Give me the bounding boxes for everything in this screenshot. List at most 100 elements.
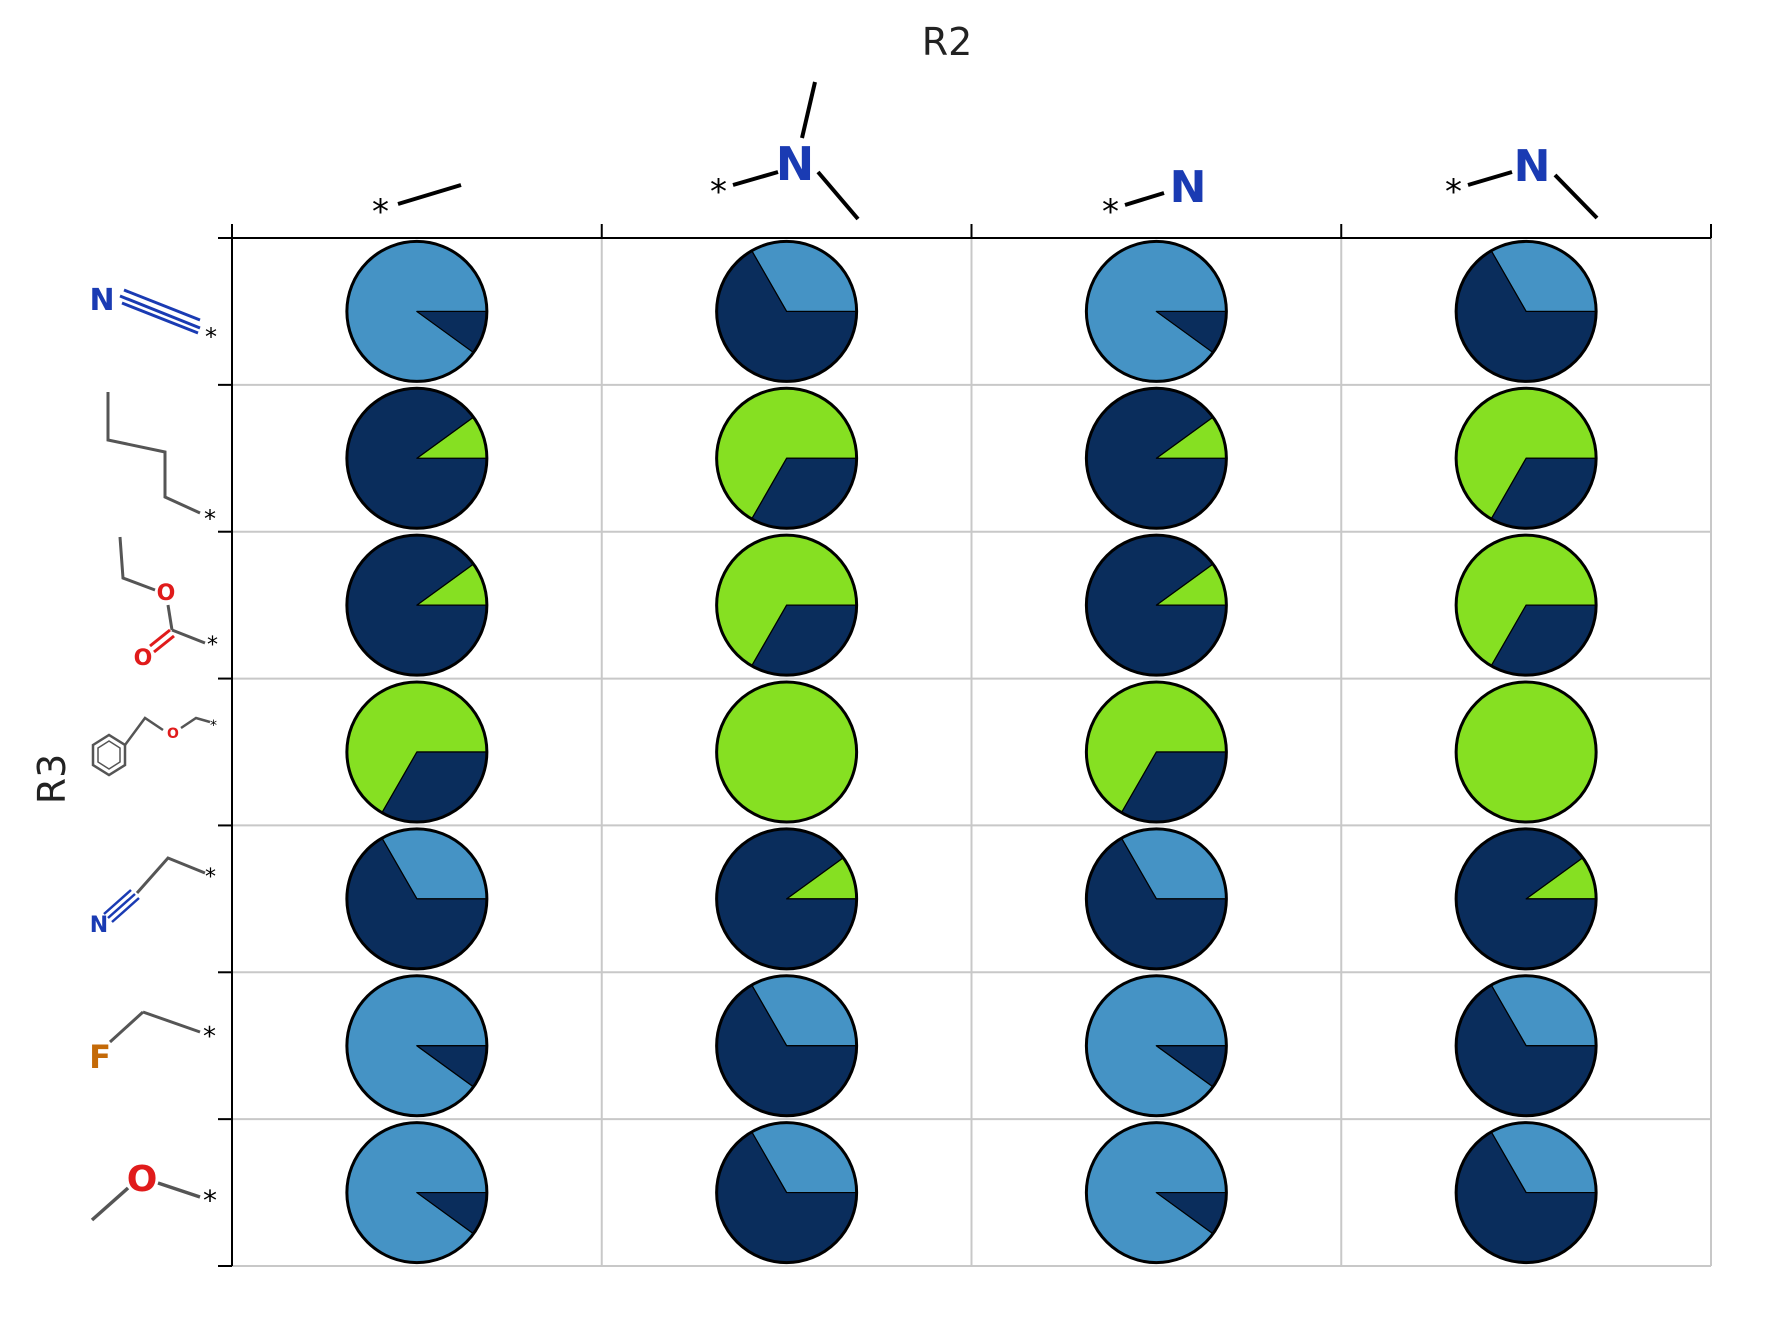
col-label-methylamino: * N (1445, 141, 1599, 220)
pie-outline (345, 974, 489, 1118)
bond (153, 634, 175, 654)
pie-outline (715, 239, 859, 383)
bond (166, 604, 174, 631)
pie-outline (1084, 680, 1228, 824)
row-label-methoxy: O * (90, 1159, 217, 1222)
pie-r5-c1 (345, 827, 489, 971)
pie-outline (1454, 827, 1598, 971)
pie-r7-c3 (1084, 1121, 1228, 1265)
pie-outline (345, 386, 489, 530)
bond (123, 288, 201, 322)
pie-outline (1454, 533, 1598, 677)
bond (397, 183, 462, 206)
pie-outline (715, 1121, 859, 1265)
row-label-cyanomethyl: N * (90, 856, 216, 938)
row-label-benzyloxymethyl: O * (91, 716, 217, 777)
bond (108, 1010, 145, 1044)
bond (149, 628, 171, 648)
attachment-star: * (204, 505, 216, 533)
pie-outline (345, 239, 489, 383)
atom-label: N (90, 913, 108, 938)
attachment-star: * (1445, 172, 1462, 212)
row-structures: N * * O O * (89, 283, 218, 1222)
pie-r2-c3 (1084, 386, 1228, 530)
bond (800, 81, 817, 139)
bond (119, 294, 201, 330)
atom-label: O (157, 581, 176, 606)
col-label-dimethylamino: * N (710, 81, 860, 221)
pie-r4-c4 (1454, 680, 1598, 824)
pie-outline (715, 680, 859, 824)
pie-outline (1084, 974, 1228, 1118)
row-label-n-butyl: * (106, 392, 216, 533)
attachment-star: * (203, 1022, 216, 1052)
pie-r1-c3 (1084, 239, 1228, 383)
pie-outline (1084, 827, 1228, 971)
pie-r1-c1 (345, 239, 489, 383)
y-axis-title: R3 (30, 754, 74, 805)
bond (111, 897, 140, 923)
attachment-star: * (207, 633, 218, 658)
bond (103, 889, 132, 915)
atom-label: N (776, 137, 815, 191)
atom-label: F (89, 1038, 111, 1076)
col-label-ethyl: * (372, 183, 462, 232)
attachment-star: * (203, 1184, 217, 1217)
pie-r6-c3 (1084, 974, 1228, 1118)
pie-r6-c4 (1454, 974, 1598, 1118)
bond (135, 856, 206, 894)
bond (107, 893, 136, 919)
pie-r7-c2 (715, 1121, 859, 1265)
atom-label: N (1514, 141, 1551, 192)
row-label-fluoromethyl: F * (89, 1010, 216, 1076)
bond (816, 170, 860, 221)
pie-outline (1454, 974, 1598, 1118)
pie-r4-c3 (1084, 680, 1228, 824)
pie-r3-c3 (1084, 533, 1228, 677)
bond (106, 392, 201, 515)
bond (157, 1181, 201, 1199)
pie-r2-c1 (345, 386, 489, 530)
benzene-ring-inner (97, 740, 121, 770)
pie-cells (345, 239, 1598, 1265)
pie-outline (1084, 386, 1228, 530)
attachment-star: * (205, 865, 216, 890)
pie-r5-c3 (1084, 827, 1228, 971)
pie-r5-c4 (1454, 827, 1598, 971)
pie-outline (345, 533, 489, 677)
attachment-star: * (710, 172, 727, 212)
bond (732, 170, 779, 187)
pie-r6-c2 (715, 974, 859, 1118)
grid-lines (232, 238, 1712, 1267)
bond (180, 716, 211, 730)
pie-outline (1084, 1121, 1228, 1265)
attachment-star: * (1102, 192, 1119, 232)
pie-r3-c2 (715, 533, 859, 677)
row-label-cyanide: N * (89, 283, 217, 351)
pie-r5-c2 (715, 827, 859, 971)
pie-outline (345, 680, 489, 824)
pie-outline (715, 533, 859, 677)
pie-outline (345, 1121, 489, 1265)
pie-r3-c4 (1454, 533, 1598, 677)
column-structures: * * N * N * N (372, 81, 1599, 232)
pie-r6-c1 (345, 974, 489, 1118)
attachment-star: * (205, 323, 217, 351)
pie-outline (715, 386, 859, 530)
pie-outline (1454, 680, 1598, 824)
bond (118, 536, 156, 592)
pie-outline (1454, 239, 1598, 383)
pie-outline (345, 827, 489, 971)
bond (90, 1186, 130, 1222)
pie-r7-c1 (345, 1121, 489, 1265)
pie-r7-c4 (1454, 1121, 1598, 1265)
bond (1467, 170, 1513, 187)
bond (121, 301, 199, 335)
bond (142, 1010, 201, 1034)
pie-r3-c1 (345, 533, 489, 677)
pie-r2-c2 (715, 386, 859, 530)
col-label-amino: * N (1102, 162, 1206, 232)
pie-outline (1454, 1121, 1598, 1265)
pie-r1-c4 (1454, 239, 1598, 383)
